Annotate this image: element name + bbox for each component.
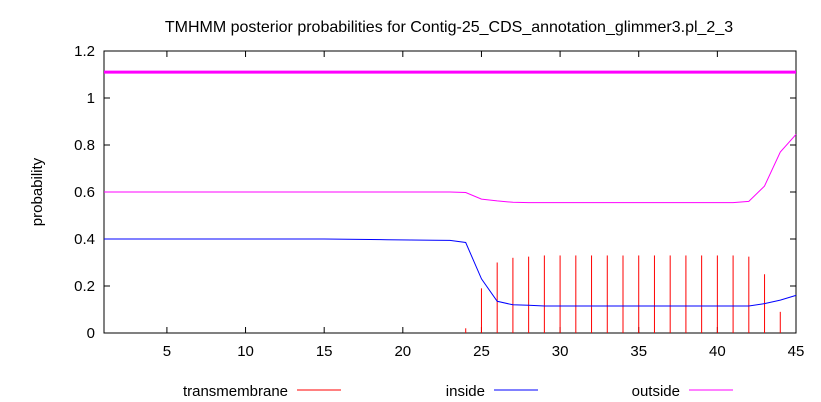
axes-layer: 0 0.2 0.4 0.6 0.8 1 1.2 5 10 15 20 25 30 35 40 45: [74, 43, 804, 360]
x-tick-label: 15: [316, 343, 333, 360]
y-tick-label: 0.8: [74, 137, 95, 154]
legend-label-outside: outside: [632, 383, 680, 400]
outside-line: [104, 134, 797, 204]
y-tick-label: 0.6: [74, 184, 95, 201]
y-tick-label: 0.2: [74, 278, 95, 295]
x-tick-label: 30: [552, 343, 569, 360]
x-tick-label: 35: [630, 343, 647, 360]
series-layer: [104, 70, 797, 333]
x-tick-label: 40: [709, 343, 726, 360]
x-tick-label: 10: [237, 343, 254, 360]
y-tick-label: 0: [87, 325, 95, 342]
legend-label-inside: inside: [446, 383, 485, 400]
y-axis-label: probability: [29, 157, 46, 226]
inside-line: [104, 238, 797, 307]
legend-label-transmembrane: transmembrane: [183, 383, 288, 400]
chart-title: TMHMM posterior probabilities for Contig…: [165, 19, 733, 36]
y-tick-label: 1.2: [74, 43, 95, 60]
y-tick-label: 1: [87, 90, 95, 107]
x-tick-label: 20: [394, 343, 411, 360]
x-tick-label: 25: [473, 343, 490, 360]
x-tick-label: 5: [163, 343, 171, 360]
legend: transmembrane inside outside: [183, 383, 733, 400]
x-tick-label: 45: [788, 343, 805, 360]
y-tick-label: 0.4: [74, 231, 95, 248]
